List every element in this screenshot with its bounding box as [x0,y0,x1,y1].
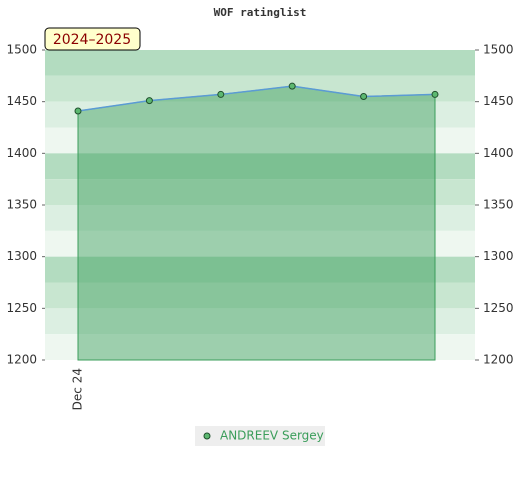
y2-tick-label: 1300 [483,249,514,263]
y2-tick-label: 1450 [483,94,514,108]
badge: 2024–2025 [53,32,131,48]
series-line [77,85,436,112]
chart-title: WOF ratinglist [214,6,307,19]
y2-tick-label: 1200 [483,353,514,367]
background-band [45,256,475,283]
data-point [288,82,296,90]
background-band [45,308,475,335]
legend-box [195,426,325,446]
background-band [45,282,475,309]
y2-tick-label: 1500 [483,43,514,57]
background-band [45,205,475,231]
background-band [45,75,475,102]
data-point [431,90,439,98]
y2-tick-label: 1400 [483,146,514,160]
data-point [360,93,368,100]
y2-tick-label: 1350 [483,198,514,212]
background-band [45,334,475,360]
data-point [145,97,153,105]
series-area [77,85,436,361]
background-band [45,50,475,76]
y-tick-label: 1350 [6,198,37,212]
y-tick-label: 1200 [6,353,37,367]
legend-marker [203,432,211,440]
y-tick-label: 1450 [6,94,37,108]
y2-tick-label: 1250 [483,301,514,315]
background-band [45,153,475,180]
data-point [74,107,82,115]
y-tick-label: 1300 [6,249,37,263]
background-band [45,179,475,205]
legend-label: ANDREEV Sergey [220,429,324,443]
badge-box [44,27,141,51]
y-tick-label: 1500 [6,43,37,57]
y-tick-label: 1400 [6,146,37,160]
y-tick-label: 1250 [6,301,37,315]
data-point [217,90,225,98]
background-band [45,230,475,257]
x-tick-label: Dec 24 [71,368,85,410]
background-band [45,127,475,154]
